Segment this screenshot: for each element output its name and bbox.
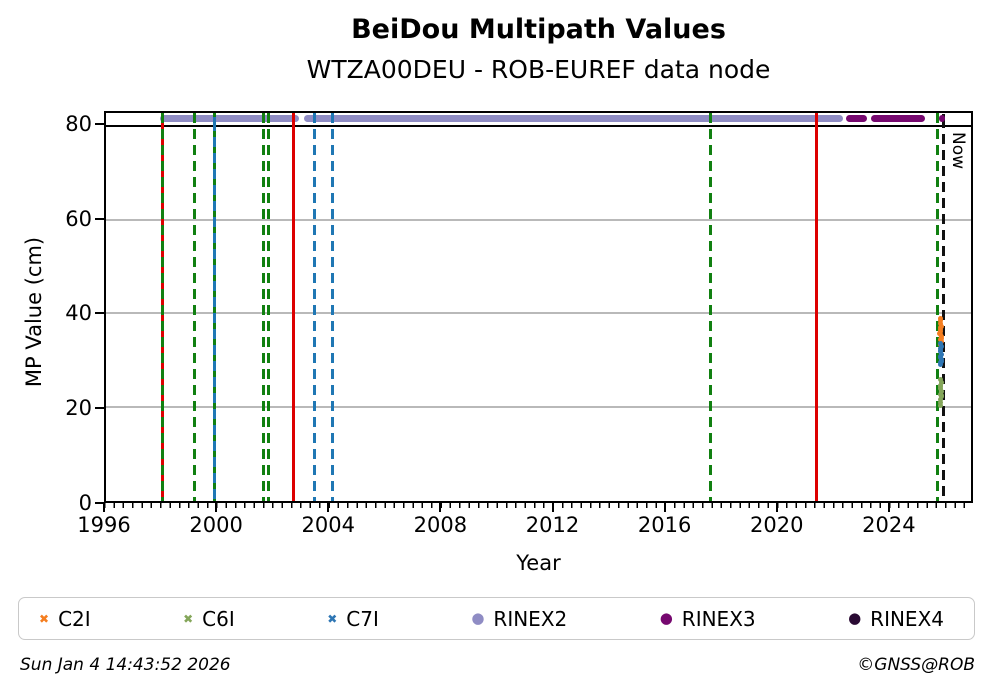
x-tick bbox=[663, 503, 666, 512]
rinex2-circle-marker-icon: ● bbox=[471, 609, 485, 627]
c7i-x-marker-icon: ✖ bbox=[327, 611, 338, 626]
point-c7i bbox=[939, 358, 945, 364]
point-c7i bbox=[938, 340, 944, 346]
legend-label-c2i: C2I bbox=[58, 606, 91, 631]
y-gridline bbox=[106, 312, 971, 315]
band-rinex2 bbox=[159, 115, 300, 123]
x-tick-label: 2004 bbox=[301, 513, 355, 537]
point-c6i bbox=[938, 402, 944, 408]
cap-line-80 bbox=[106, 124, 971, 127]
legend-item-rinex3: ● RINEX3 bbox=[660, 607, 756, 631]
y-gridline bbox=[106, 218, 971, 221]
legend-label-rinex4: RINEX4 bbox=[870, 606, 944, 631]
point-c6i bbox=[938, 399, 944, 405]
y-tick-label: 20 bbox=[65, 396, 92, 421]
x-tick bbox=[439, 503, 442, 512]
legend-item-rinex4: ● RINEX4 bbox=[848, 607, 944, 631]
x-axis-minor-ticks bbox=[104, 503, 973, 508]
y-tick-label: 0 bbox=[78, 491, 92, 515]
legend-label-c6i: C6I bbox=[202, 606, 235, 631]
point-c6i bbox=[937, 384, 943, 390]
point-c7i bbox=[938, 347, 944, 353]
x-tick-label: 2008 bbox=[413, 513, 468, 537]
c2i-x-marker-icon: ✖ bbox=[39, 611, 50, 626]
y-tick-label: 40 bbox=[65, 301, 92, 326]
y-tick bbox=[95, 217, 104, 220]
point-c6i bbox=[938, 380, 944, 386]
band-rinex3 bbox=[871, 115, 925, 123]
y-tick-label: 60 bbox=[65, 206, 92, 231]
x-tick bbox=[887, 503, 890, 512]
event-vline bbox=[814, 113, 818, 501]
legend-item-rinex2: ● RINEX2 bbox=[471, 607, 567, 631]
event-vline bbox=[291, 113, 295, 501]
y-tick bbox=[95, 502, 104, 504]
event-vline bbox=[213, 113, 217, 501]
legend-item-c6i: ✖ C6I bbox=[183, 607, 235, 631]
x-tick-label: 2024 bbox=[862, 513, 916, 537]
x-tick-label: 1996 bbox=[77, 513, 131, 537]
point-c2i bbox=[937, 330, 943, 336]
event-vline bbox=[312, 113, 316, 501]
c6i-x-marker-icon: ✖ bbox=[183, 611, 194, 626]
point-c7i bbox=[937, 353, 943, 359]
y-tick bbox=[95, 407, 104, 410]
x-tick-label: 2000 bbox=[189, 513, 243, 537]
chart-subtitle: WTZA00DEU - ROB-EUREF data node bbox=[306, 55, 771, 84]
point-c2i bbox=[938, 318, 944, 324]
chart-title: BeiDou Multipath Values bbox=[351, 14, 726, 45]
band-rinex3 bbox=[845, 115, 868, 123]
footer-copyright: ©GNSS@ROB bbox=[857, 655, 975, 675]
legend-item-c2i: ✖ C2I bbox=[39, 607, 91, 631]
x-tick bbox=[327, 503, 330, 512]
legend-item-c7i: ✖ C7I bbox=[327, 607, 379, 631]
x-tick bbox=[215, 503, 218, 512]
legend-label-rinex3: RINEX3 bbox=[681, 606, 756, 631]
event-vline bbox=[267, 113, 271, 501]
now-label: Now bbox=[948, 132, 968, 170]
footer-timestamp: Sun Jan 4 14:43:52 2026 bbox=[20, 655, 231, 675]
event-vline bbox=[709, 113, 713, 501]
event-vline bbox=[936, 113, 940, 501]
event-vline bbox=[192, 113, 196, 501]
point-c6i bbox=[938, 388, 944, 394]
rinex4-circle-marker-icon: ● bbox=[848, 609, 862, 627]
point-c6i bbox=[938, 377, 944, 383]
event-vline bbox=[161, 113, 165, 501]
point-c2i bbox=[938, 335, 944, 341]
point-c7i bbox=[938, 343, 944, 349]
point-c7i bbox=[938, 362, 944, 368]
x-tick-label: 2016 bbox=[637, 513, 692, 537]
point-c2i bbox=[937, 315, 943, 321]
point-c6i bbox=[937, 397, 943, 403]
x-tick bbox=[103, 503, 105, 512]
y-gridline bbox=[106, 406, 971, 409]
legend-label-rinex2: RINEX2 bbox=[493, 606, 568, 631]
point-c2i bbox=[937, 325, 943, 331]
x-tick-label: 2012 bbox=[525, 513, 580, 537]
legend: ✖ C2I ✖ C6I ✖ C7I ● RINEX2 ● RINEX3 ● RI… bbox=[18, 597, 975, 640]
band-rinex3 bbox=[939, 115, 946, 123]
point-c6i bbox=[938, 392, 944, 398]
event-vline bbox=[261, 113, 265, 501]
x-tick bbox=[551, 503, 554, 512]
plot-area bbox=[104, 111, 973, 503]
legend-label-c7i: C7I bbox=[346, 606, 379, 631]
point-c2i bbox=[937, 321, 943, 327]
event-vline bbox=[941, 113, 945, 501]
rinex3-circle-marker-icon: ● bbox=[659, 609, 673, 627]
event-vline bbox=[331, 113, 335, 501]
band-rinex2 bbox=[303, 115, 844, 123]
y-tick bbox=[95, 122, 104, 125]
x-axis-label: Year bbox=[516, 551, 561, 575]
x-tick-label: 2020 bbox=[750, 513, 804, 537]
x-tick bbox=[775, 503, 778, 512]
y-tick-label: 80 bbox=[65, 111, 92, 136]
y-tick bbox=[95, 312, 104, 315]
